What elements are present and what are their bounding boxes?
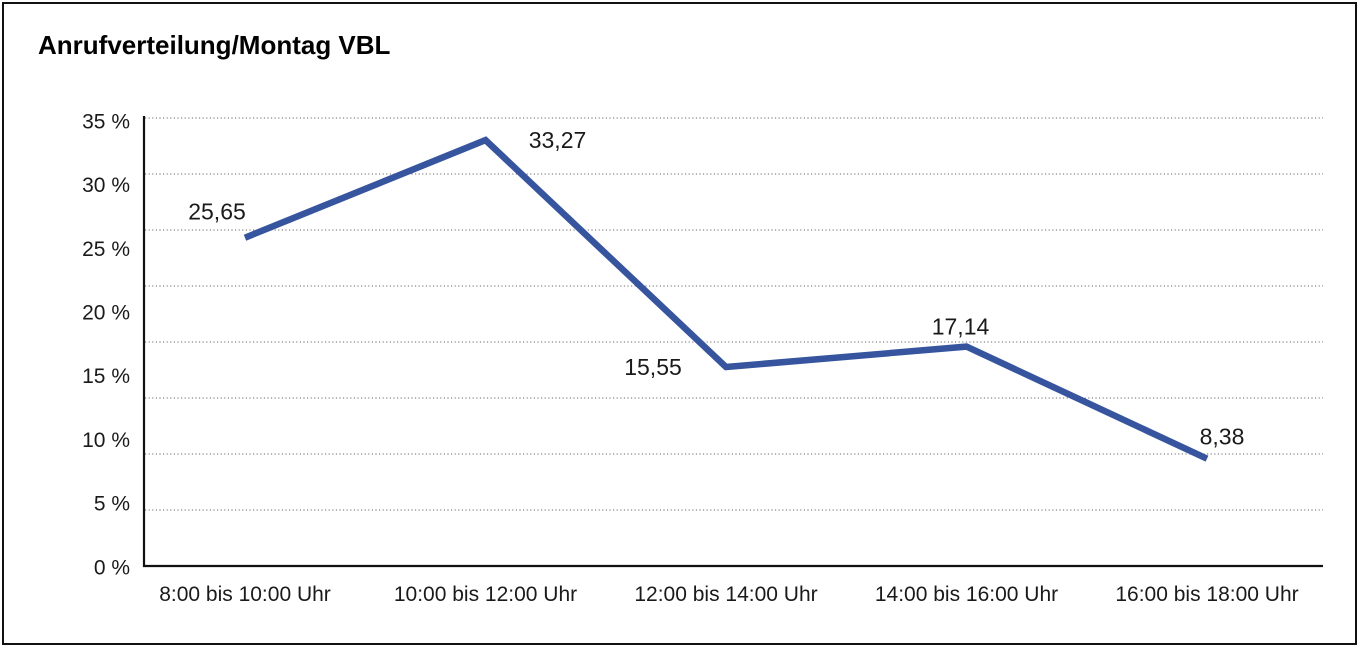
y-axis-tick-label: 20 % — [82, 301, 130, 324]
data-label: 8,38 — [1200, 424, 1245, 450]
x-axis-category-label: 16:00 bis 18:00 Uhr — [1115, 583, 1298, 606]
chart-title: Anrufverteilung/Montag VBL — [38, 30, 391, 60]
x-axis-category-label: 8:00 bis 10:00 Uhr — [159, 583, 331, 606]
data-label: 17,14 — [932, 314, 990, 340]
data-label: 15,55 — [624, 354, 682, 380]
y-axis-tick-label: 5 % — [94, 493, 130, 516]
y-axis-tick-label: 25 % — [82, 238, 130, 261]
y-axis-tick-label: 0 % — [94, 556, 130, 579]
data-label: 33,27 — [529, 127, 587, 153]
x-axis-category-label: 14:00 bis 16:00 Uhr — [875, 583, 1058, 606]
y-axis-tick-label: 35 % — [82, 110, 130, 133]
x-axis-category-label: 12:00 bis 14:00 Uhr — [634, 583, 817, 606]
data-label: 25,65 — [188, 199, 246, 225]
y-axis-tick-label: 30 % — [82, 174, 130, 197]
series-line — [243, 136, 1209, 462]
x-axis-category-label: 10:00 bis 12:00 Uhr — [394, 583, 577, 606]
y-axis-tick-label: 10 % — [82, 429, 130, 452]
y-axis-tick-label: 15 % — [82, 365, 130, 388]
